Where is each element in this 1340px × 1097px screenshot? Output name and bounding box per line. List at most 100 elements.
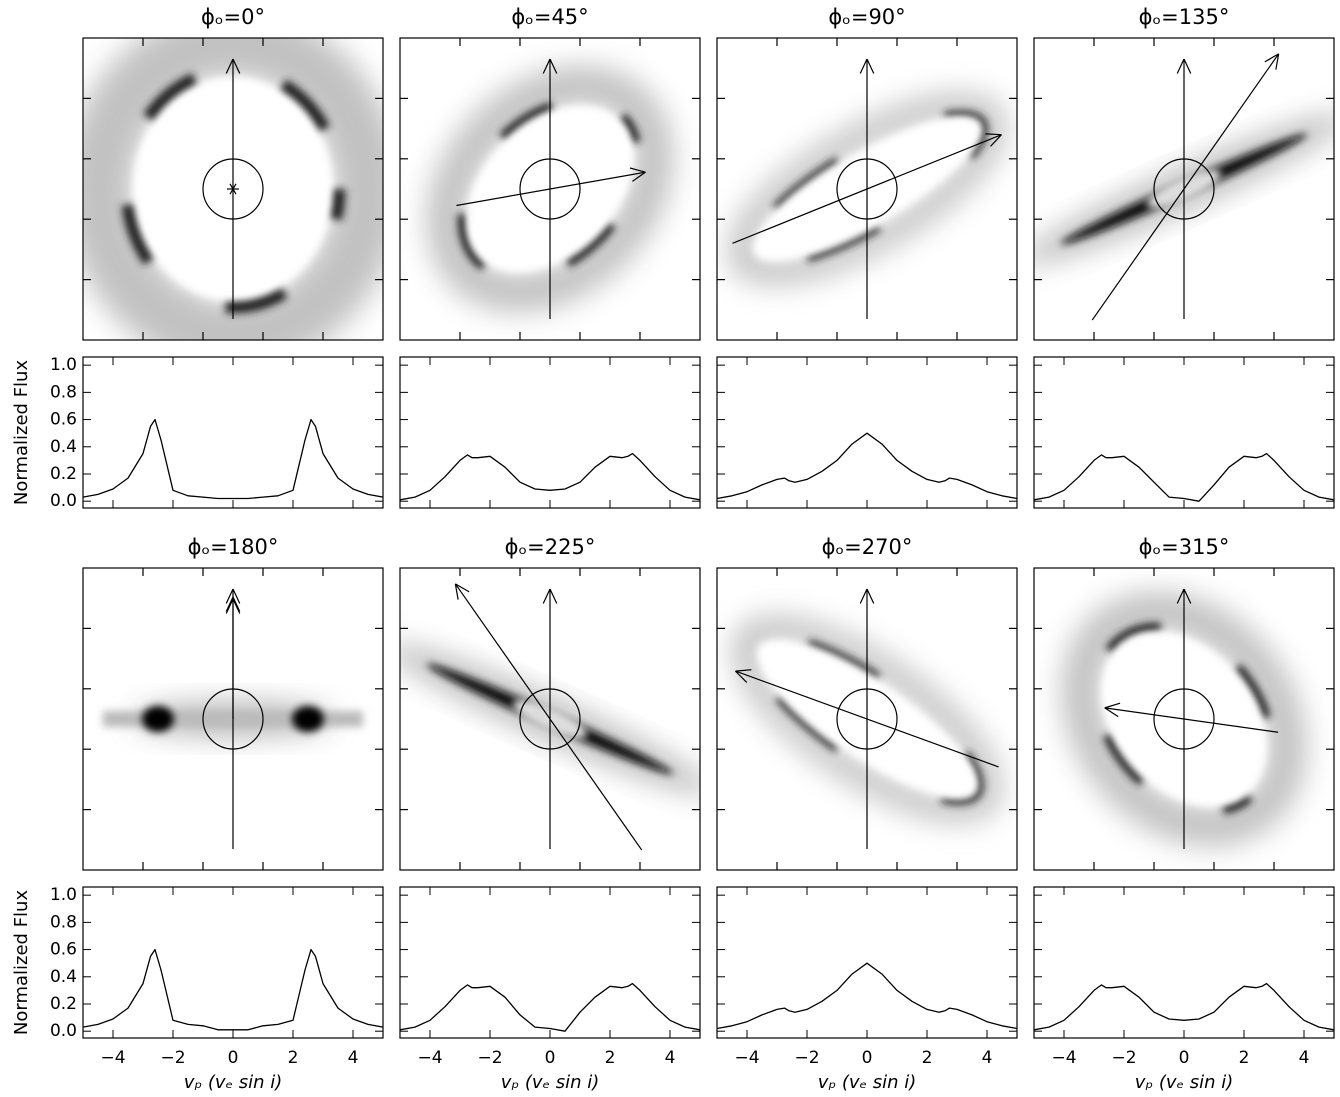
- arrow-head: [225, 588, 234, 604]
- star-circle: [202, 688, 264, 750]
- arrow-head: [985, 133, 1002, 136]
- disk: [1034, 113, 1334, 265]
- image-frame: [82, 567, 384, 871]
- star-circle: [202, 158, 264, 220]
- x-tick-label: 4: [1299, 1048, 1310, 1068]
- image-frame: [716, 37, 1018, 341]
- star-circle: [519, 688, 581, 750]
- x-tick-label: −4: [734, 1048, 759, 1068]
- panel-title: ϕₒ=135°: [1139, 5, 1230, 29]
- panel-title: ϕₒ=45°: [511, 5, 588, 29]
- observer-axis: [1091, 53, 1280, 321]
- y-tick-label: 1.0: [50, 885, 77, 905]
- arrow-head: [632, 171, 646, 182]
- x-tick-label: 4: [348, 1048, 359, 1068]
- profile-line: [399, 982, 701, 1032]
- y-tick-label: 0.2: [50, 464, 77, 484]
- arrow-head: [225, 598, 234, 614]
- y-tick-label: 0.8: [50, 382, 77, 402]
- y-axis-label: Normalized Flux: [11, 890, 32, 1036]
- arrow-head: [1104, 702, 1121, 709]
- x-tick-label: 0: [545, 1048, 556, 1068]
- observer-axis: [1104, 707, 1279, 733]
- arrow-head: [1183, 588, 1192, 604]
- y-tick-label: 0.0: [50, 491, 77, 511]
- x-tick-label: 2: [922, 1048, 933, 1068]
- disk-blob: [292, 706, 324, 732]
- x-tick-label: −2: [1111, 1048, 1136, 1068]
- y-tick-label: 0.0: [50, 1021, 77, 1041]
- arrow-head: [232, 596, 241, 612]
- x-axis-label: vₚ (vₑ sin i): [501, 1072, 600, 1093]
- y-tick-label: 0.6: [50, 410, 77, 430]
- arrow-head: [1176, 588, 1185, 604]
- observer-axis: [732, 134, 1002, 244]
- y-axis-label: Normalized Flux: [11, 360, 32, 506]
- plot-frame: [82, 886, 384, 1039]
- panel-title: ϕₒ=315°: [1139, 535, 1230, 559]
- arrow-head: [549, 588, 558, 604]
- arrow-head: [225, 596, 234, 612]
- arrow-head: [1176, 58, 1185, 74]
- disk-ring: [1092, 622, 1276, 816]
- arrow-head: [735, 670, 748, 683]
- disk-ring: [745, 110, 989, 268]
- arrow-head: [1264, 53, 1279, 63]
- disk-halo: [426, 65, 674, 313]
- y-tick-label: 0.4: [50, 437, 77, 457]
- image-frame: [399, 37, 701, 341]
- arrow-head: [542, 588, 551, 604]
- image-frame: [1033, 567, 1335, 871]
- x-tick-label: −2: [160, 1048, 185, 1068]
- y-tick-label: 0.6: [50, 940, 77, 960]
- panel-title: ϕₒ=225°: [505, 535, 596, 559]
- plot-frame: [82, 356, 384, 509]
- x-tick-label: 2: [605, 1048, 616, 1068]
- plot-frame: [1033, 886, 1335, 1039]
- x-tick-label: −4: [100, 1048, 125, 1068]
- y-tick-label: 1.0: [50, 355, 77, 375]
- profile-line: [1033, 452, 1335, 502]
- arrow-head: [455, 583, 470, 593]
- disk-halo: [727, 92, 1007, 286]
- arrow-head: [454, 583, 459, 600]
- arrow-head: [629, 167, 646, 173]
- arrow-head: [549, 58, 558, 74]
- arrow-head: [1183, 58, 1192, 74]
- arrow-head: [866, 58, 875, 74]
- arrow-head: [232, 588, 241, 604]
- observer-axis: [454, 583, 643, 851]
- panel-title: ϕₒ=180°: [188, 535, 279, 559]
- x-tick-label: 0: [862, 1048, 873, 1068]
- y-tick-label: 0.2: [50, 994, 77, 1014]
- profile-line: [399, 452, 701, 501]
- star-circle: [1153, 688, 1215, 750]
- image-frame: [82, 37, 384, 341]
- observer-axis: [456, 171, 646, 207]
- x-tick-label: −4: [1051, 1048, 1076, 1068]
- x-tick-label: 2: [1239, 1048, 1250, 1068]
- x-tick-label: 0: [228, 1048, 239, 1068]
- x-tick-label: −2: [794, 1048, 819, 1068]
- image-frame: [399, 567, 701, 871]
- arrow-head: [1275, 53, 1280, 70]
- profile-line: [82, 418, 384, 500]
- disk-image: [1034, 113, 1334, 265]
- x-axis-label: vₚ (vₑ sin i): [1135, 1072, 1234, 1093]
- disk-halo: [1061, 591, 1307, 847]
- arrow-head: [859, 58, 868, 74]
- star-circle: [836, 688, 898, 750]
- star-circle: [1153, 158, 1215, 220]
- panel-title: ϕₒ=0°: [201, 5, 265, 29]
- x-tick-label: −4: [417, 1048, 442, 1068]
- star-circle: [836, 158, 898, 220]
- star-circle: [519, 158, 581, 220]
- arrow-head: [866, 588, 875, 604]
- plot-frame: [1033, 356, 1335, 509]
- arrow-head: [990, 134, 1002, 147]
- plot-frame: [399, 356, 701, 509]
- observer-axis: [735, 670, 999, 768]
- image-frame: [1033, 37, 1335, 341]
- x-tick-label: 4: [982, 1048, 993, 1068]
- profile-line: [716, 962, 1018, 1030]
